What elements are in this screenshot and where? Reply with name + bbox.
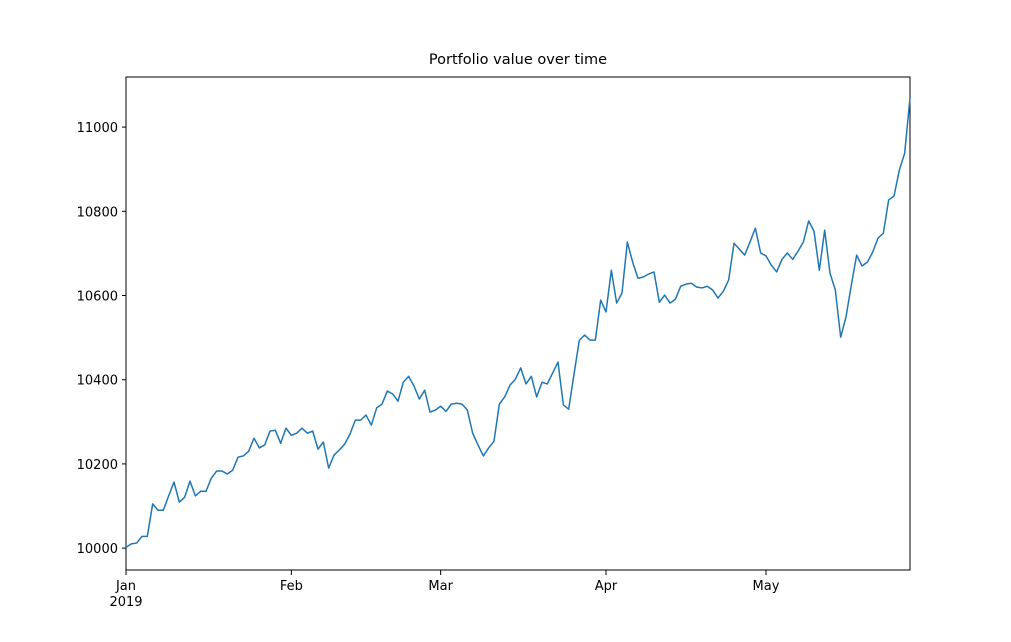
x-tick-label: Feb (280, 579, 303, 594)
x-tick-label: Jan 2019 (109, 579, 142, 610)
y-tick-label: 10400 (77, 374, 118, 389)
y-tick-label: 10000 (77, 542, 118, 557)
y-tick-label: 10200 (77, 458, 118, 473)
x-tick-label: Mar (428, 579, 453, 594)
plot-frame (125, 76, 911, 571)
x-tick-label: Apr (595, 579, 618, 594)
y-tick-label: 10600 (77, 290, 118, 305)
x-tick-label: May (753, 579, 780, 594)
y-tick-label: 10800 (77, 205, 118, 220)
chart-title: Portfolio value over time (429, 52, 607, 68)
data-line (125, 97, 911, 548)
y-tick-label: 11000 (77, 121, 118, 136)
